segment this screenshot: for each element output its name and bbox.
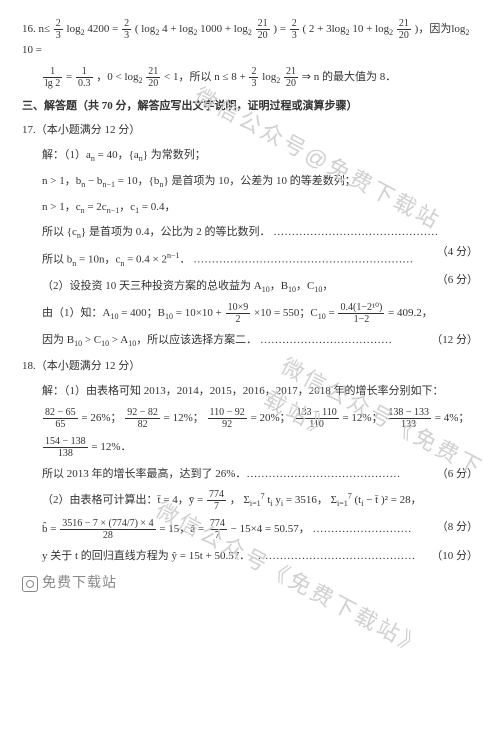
text: 10 + log [352,23,389,35]
text: ( log [135,23,155,35]
fraction: 0.4(1−2¹⁰)1−2 [338,302,384,325]
fraction: 2120 [284,66,298,89]
wechat-icon [22,576,38,592]
q18-l6: y 关于 t 的回归直线方程为 ŷ = 15t + 50.57．……………………… [22,547,478,566]
q18-l1: 解：（1）由表格可知 2013，2014，2015，2016，2017，2018… [22,382,478,401]
q17-l6: （2）设投资 10 天三种投资方案的总收益为 A10，B10，C10， [22,277,478,297]
text: 4 + log [162,23,193,35]
text: ( 2 + 3log [302,23,345,35]
text: 4200 = [87,23,121,35]
fraction: 2120 [146,66,160,89]
fraction: 23 [54,18,63,41]
footer-watermark: 免费下载站 [22,572,478,596]
q17-l4: 所以 {cn} 是首项为 0.4，公比为 2 的等比数列． …………………………… [22,223,478,243]
q17-l7: 由（1）知：A10 = 400；B10 = 10×10 + 10×92 ×10 … [22,302,478,325]
text: ，0 < log [96,71,138,83]
text: = [66,71,75,83]
text: n≤ [39,23,51,35]
fraction: 2120 [256,18,270,41]
q17-l5: 所以 bn = 10n，cn = 0.4 × 2n−1． ……………………………… [22,249,478,270]
q17-l3: n > 1，cn = 2cn−1，c1 = 0.4， [22,198,478,218]
q18-fracs2: 154 − 138138 = 12%． [22,436,478,459]
q16-line2: 1lg 2 = 10.3 ，0 < log2 2120 < 1，所以 n ≤ 8… [22,66,478,89]
text: ) = [273,23,288,35]
fraction: 10×92 [226,302,251,325]
text: log [67,23,81,35]
q17-l2: n > 1，bn − bn−1 = 10，{bn} 是首项为 10，公差为 10… [22,172,478,192]
points-6: （6 分） [437,271,478,290]
q18-header: 18.（本小题满分 12 分） [22,357,478,376]
q18-l5: b̂ = 3516 − 7 × (774/7) × 428 = 15，â = 7… [22,518,478,541]
fraction: 1lg 2 [43,66,62,89]
q18-l3: 所以 2013 年的增长率最高，达到了 26%．……………………………………（6… [22,465,478,484]
section-3-heading: 三、解答题（共 70 分，解答应写出文字说明，证明过程或演算步骤） [22,97,478,116]
text: 1000 + log [200,23,248,35]
text: 10 = [22,44,42,56]
q18-l4: （2）由表格可计算出：t̄ = 4，ȳ = 7747 ， Σi=17 ti yi… [22,489,478,512]
points-4: （4 分） [437,243,478,262]
text: ⇒ n 的最大值为 8． [302,71,396,83]
fraction: 23 [249,66,258,89]
q16-label: 16. [22,23,36,35]
q17-l8: 因为 B10 > C10 > A10，所以应该选择方案二． …………………………… [22,331,478,351]
text: < 1，所以 n ≤ 8 + [164,71,248,83]
text: )，因为log [415,23,466,35]
points-10: （10 分） [431,547,478,566]
points-6: （6 分） [437,465,478,484]
points-12: （12 分） [431,331,478,350]
fraction: 23 [122,18,131,41]
fraction: 10.3 [76,66,93,89]
sub: 2 [81,28,85,37]
q17-header: 17.（本小题满分 12 分） [22,121,478,140]
q17-l1: 解：（1）an = 40，{an} 为常数列； [22,146,478,166]
q18-fracs1: 82 − 6565 = 26%； 92 − 8282 = 12%； 110 − … [22,407,478,430]
q16-line1: 16. n≤ 23 log2 4200 = 23 ( log2 4 + log2… [22,18,478,60]
points-8: （8 分） [437,518,478,537]
fraction: 2120 [397,18,411,41]
text: log [262,71,276,83]
fraction: 23 [290,18,299,41]
